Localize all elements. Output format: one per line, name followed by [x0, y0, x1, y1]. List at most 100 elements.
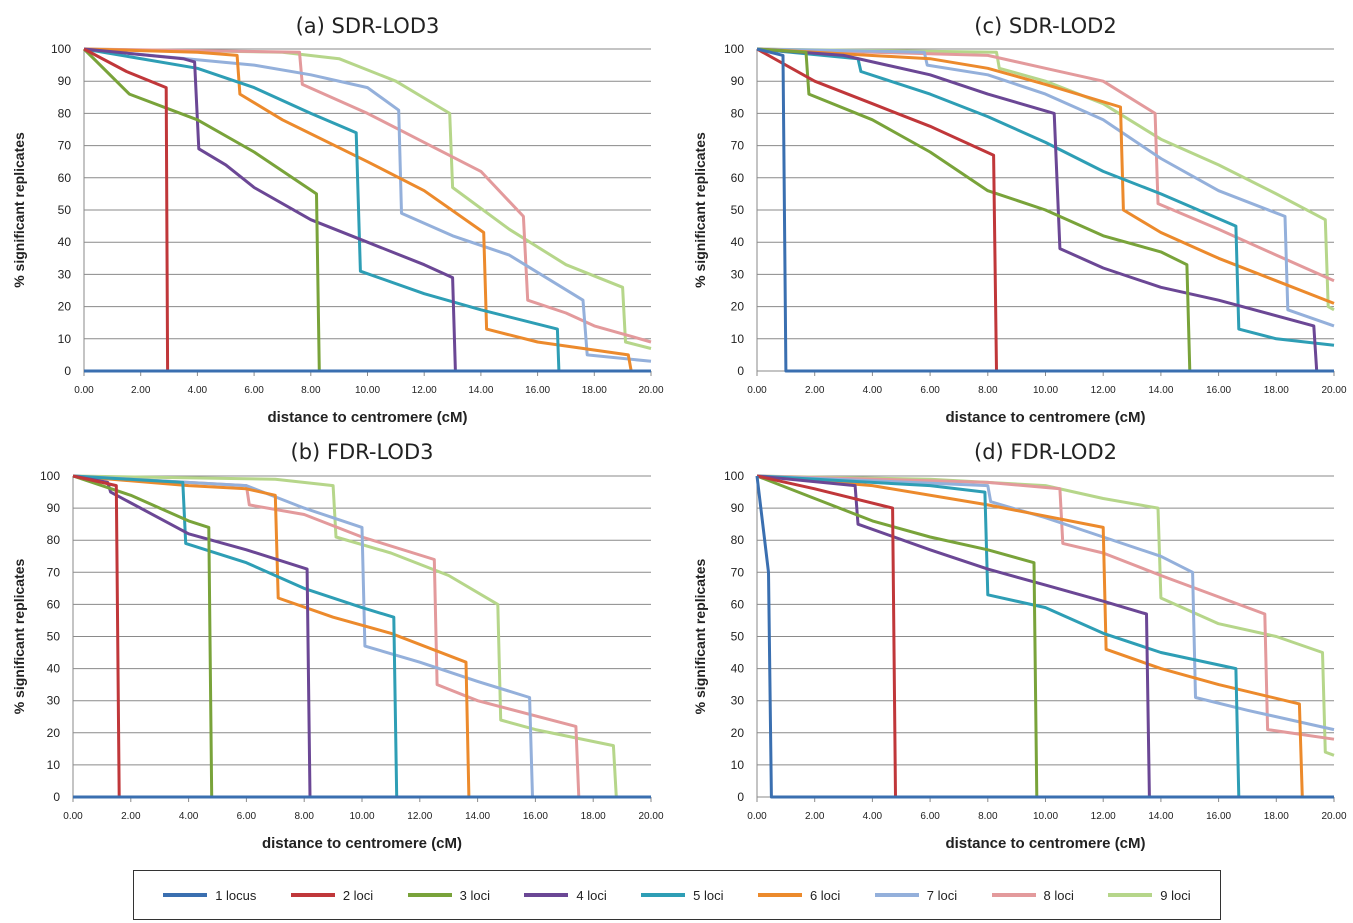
- legend-swatch: [874, 893, 919, 897]
- x-tick-label: 0.00: [747, 811, 767, 822]
- y-tick-label: 80: [731, 533, 745, 547]
- legend-label: 5 loci: [693, 887, 724, 903]
- x-tick-label: 20.00: [1321, 385, 1346, 396]
- series-line-8-loci: [72, 474, 651, 799]
- series-line-5-loci: [756, 474, 1334, 799]
- x-axis-label: distance to centromere (cM): [267, 409, 467, 426]
- y-tick-label: 20: [731, 300, 745, 314]
- x-tick-label: 4.00: [179, 811, 199, 822]
- y-tick-label: 30: [58, 267, 72, 281]
- series-line-6-loci: [756, 47, 1335, 305]
- x-tick-label: 0.00: [63, 811, 83, 822]
- x-tick-label: 8.00: [978, 385, 998, 396]
- y-tick-label: 50: [58, 203, 72, 217]
- y-tick-label: 30: [47, 694, 61, 708]
- y-tick-label: 40: [47, 662, 61, 676]
- legend-item-2-loci: 2 loci: [290, 887, 374, 903]
- y-axis-label: % significant replicates: [11, 132, 27, 288]
- y-tick-label: 0: [53, 790, 60, 804]
- x-tick-label: 16.00: [525, 385, 550, 396]
- x-tick-label: 10.00: [1033, 811, 1058, 822]
- y-tick-label: 100: [51, 42, 71, 56]
- legend-swatch: [757, 893, 802, 897]
- legend-item-7-loci: 7 loci: [874, 887, 958, 903]
- x-tick-label: 0.00: [74, 385, 94, 396]
- x-tick-label: 4.00: [188, 385, 208, 396]
- x-tick-label: 18.00: [581, 811, 606, 822]
- x-axis-label: distance to centromere (cM): [945, 835, 1145, 852]
- x-tick-label: 4.00: [863, 385, 883, 396]
- legend-item-1-locus: 1 locus: [163, 888, 256, 903]
- series-line-9-loci: [83, 47, 652, 350]
- legend-label: 4 loci: [576, 887, 607, 903]
- x-tick-label: 20.00: [1321, 811, 1346, 822]
- y-tick-label: 70: [731, 565, 745, 579]
- x-tick-label: 6.00: [920, 811, 940, 822]
- y-tick-label: 70: [731, 139, 745, 153]
- chart-panel-b-fdr-lod3: (b) FDR-LOD3 0 10 20 30 40 50 60 70 80 90 100 0.00 2.…: [11, 440, 664, 852]
- chart-title: (d) FDR-LOD2: [974, 440, 1117, 464]
- y-tick-label: 20: [58, 300, 72, 314]
- y-axis-label: % significant replicates: [692, 132, 708, 288]
- series-line-7-loci: [83, 47, 652, 363]
- x-axis-label: distance to centromere (cM): [262, 835, 462, 852]
- y-tick-label: 0: [737, 364, 744, 378]
- y-tick-label: 70: [47, 565, 61, 579]
- series-line-4-loci: [756, 474, 1334, 799]
- y-tick-label: 40: [731, 662, 745, 676]
- x-tick-label: 8.00: [978, 811, 998, 822]
- x-tick-label: 16.00: [1206, 811, 1231, 822]
- y-tick-label: 40: [731, 235, 745, 249]
- y-tick-label: 90: [731, 74, 745, 88]
- y-tick-label: 60: [731, 171, 745, 185]
- y-tick-label: 30: [731, 694, 745, 708]
- x-tick-label: 12.00: [1091, 811, 1116, 822]
- y-tick-label: 80: [47, 533, 61, 547]
- legend-item-9-loci: 9 loci: [1108, 887, 1191, 903]
- legend-item-4-loci: 4 loci: [524, 887, 607, 903]
- legend-label: 2 loci: [342, 887, 374, 903]
- legend-label: 9 loci: [1160, 887, 1191, 903]
- legend-swatch: [163, 893, 208, 897]
- series-line-6-loci: [72, 474, 651, 799]
- y-axis-label: % significant replicates: [692, 558, 708, 714]
- y-tick-label: 40: [58, 235, 72, 249]
- series-line-4-loci: [83, 47, 651, 373]
- series-line-5-loci: [72, 474, 651, 799]
- series-line-6-loci: [83, 47, 651, 373]
- series-line-3-loci: [756, 474, 1334, 799]
- x-tick-label: 10.00: [1033, 385, 1058, 396]
- x-tick-label: 2.00: [121, 811, 141, 822]
- chart-title: (c) SDR-LOD2: [974, 14, 1116, 38]
- x-tick-label: 18.00: [582, 385, 607, 396]
- chart-panel-d-fdr-lod2: (d) FDR-LOD2 0 10 20 30 40 50 60 70 80 90 100 0.00 2.…: [692, 440, 1347, 852]
- legend-label: 6 loci: [809, 887, 841, 903]
- legend-label: 7 loci: [926, 887, 958, 903]
- legend-item-5-loci: 5 loci: [641, 887, 724, 903]
- x-tick-label: 12.00: [412, 385, 437, 396]
- x-tick-label: 12.00: [1091, 385, 1116, 396]
- y-tick-label: 10: [731, 758, 745, 772]
- y-tick-label: 60: [58, 171, 72, 185]
- legend-swatch: [407, 893, 452, 897]
- x-tick-label: 18.00: [1264, 811, 1289, 822]
- x-tick-label: 14.00: [468, 385, 493, 396]
- x-tick-label: 16.00: [523, 811, 548, 822]
- x-tick-label: 16.00: [1206, 385, 1231, 396]
- y-tick-label: 10: [47, 758, 61, 772]
- y-tick-label: 80: [58, 106, 72, 120]
- y-tick-label: 60: [47, 597, 61, 611]
- y-tick-label: 10: [731, 332, 745, 346]
- y-tick-label: 60: [731, 597, 745, 611]
- legend-swatch: [641, 893, 686, 897]
- x-tick-label: 14.00: [1148, 811, 1173, 822]
- legend-swatch: [991, 893, 1036, 897]
- series-line-5-loci: [756, 47, 1335, 347]
- series-line-7-loci: [756, 474, 1335, 732]
- legend-swatch: [1108, 893, 1153, 897]
- legend-label: 8 loci: [1043, 887, 1074, 903]
- y-tick-label: 100: [40, 469, 60, 483]
- x-tick-label: 18.00: [1264, 385, 1289, 396]
- x-tick-label: 6.00: [244, 385, 264, 396]
- x-tick-label: 4.00: [863, 811, 883, 822]
